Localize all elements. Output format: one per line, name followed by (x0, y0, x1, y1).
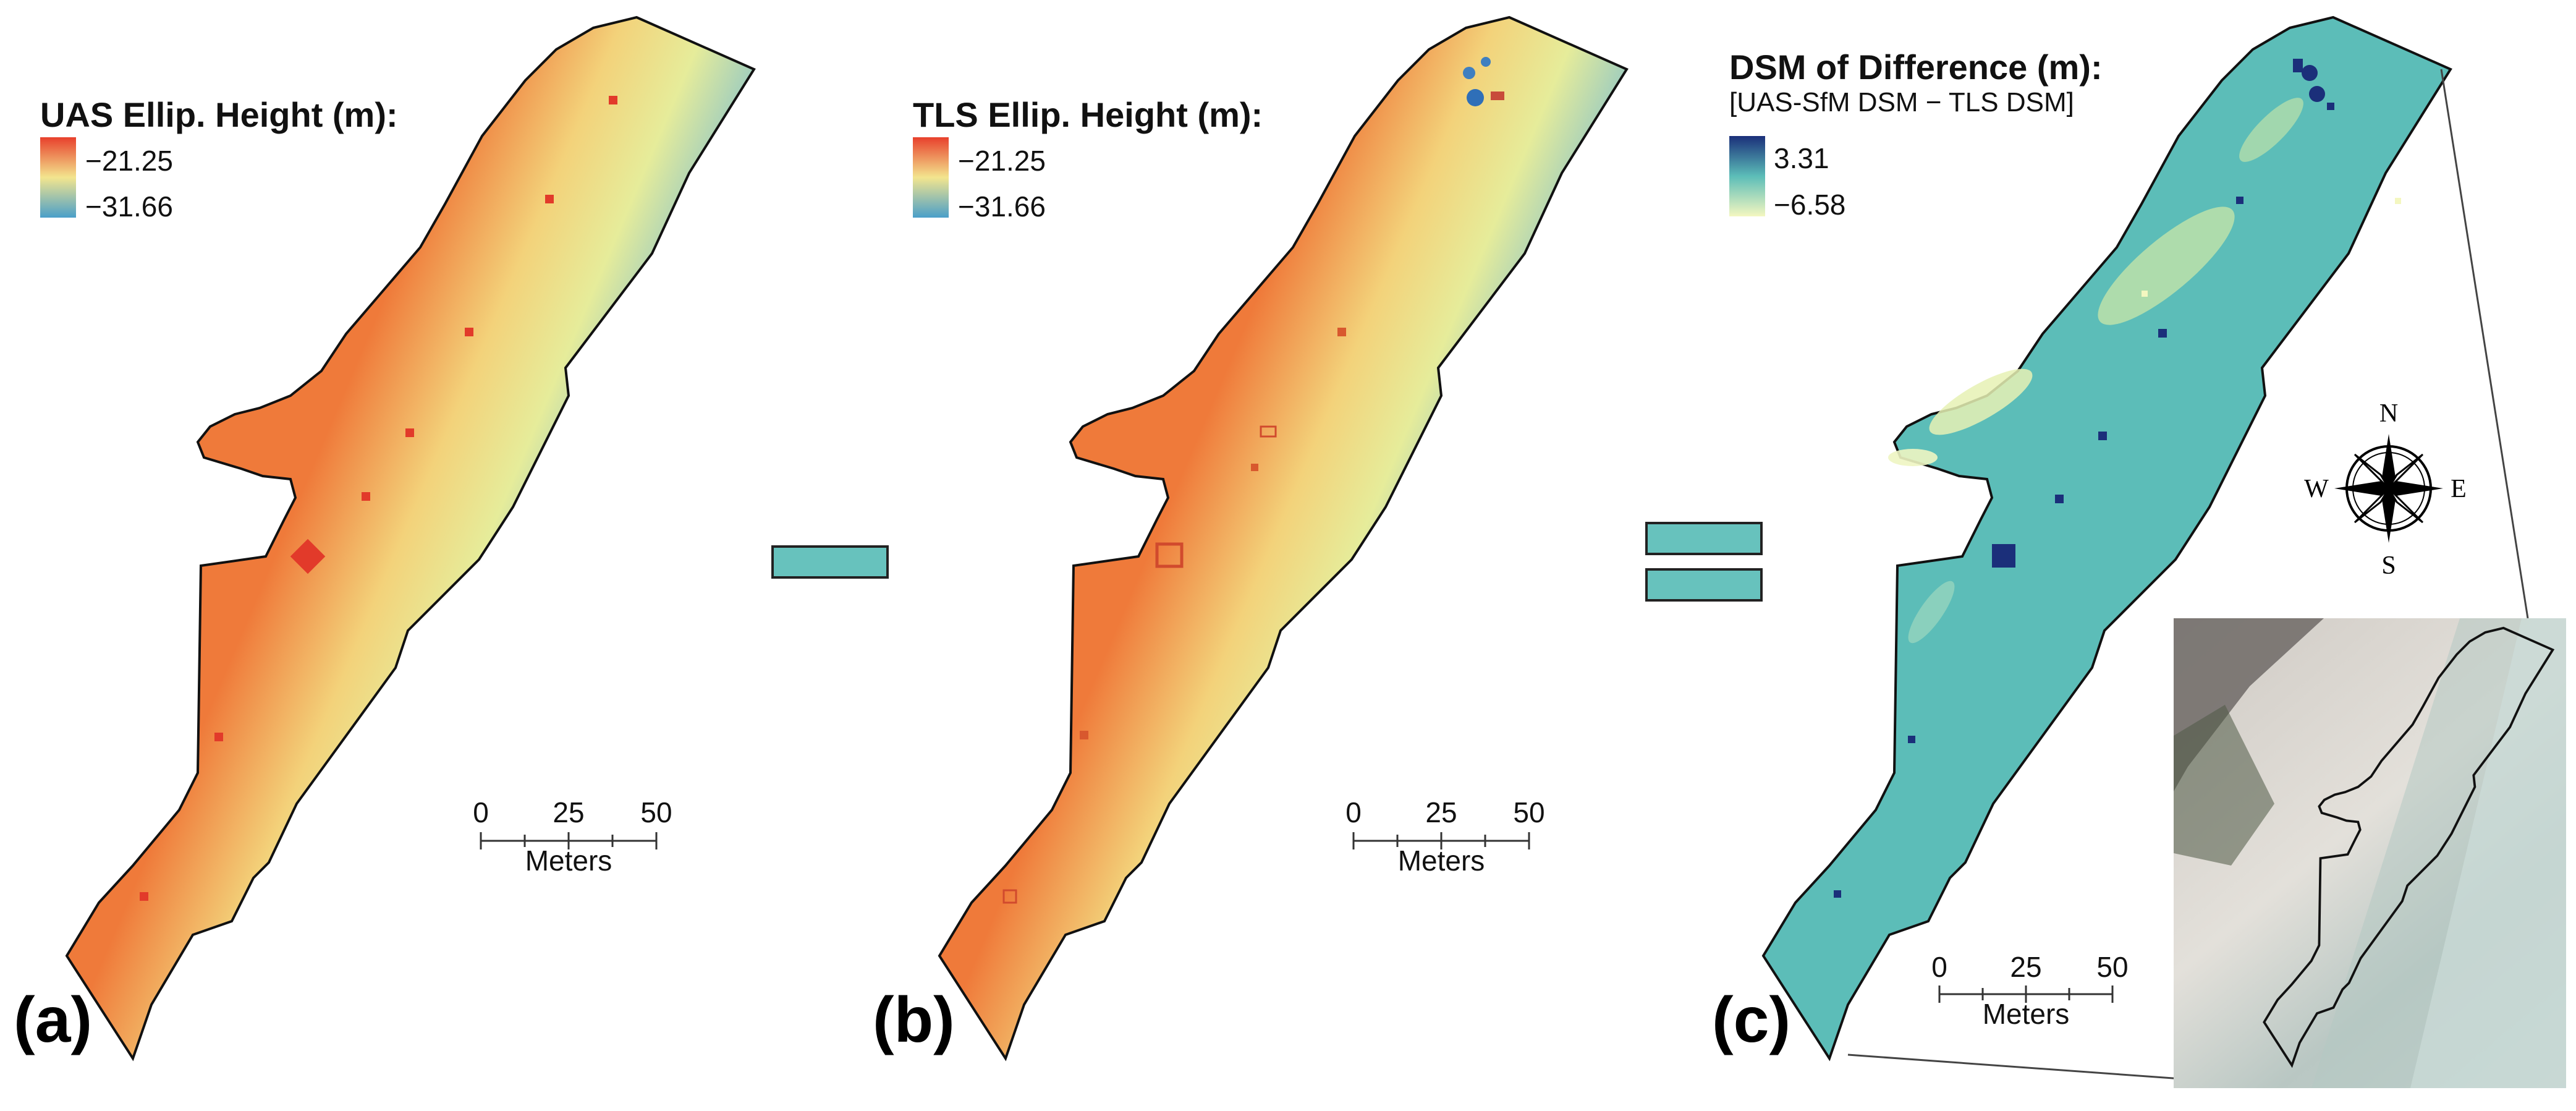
scale-tick-50-c: 50 (2096, 951, 2128, 983)
compass-west: W (2304, 475, 2329, 503)
scale-tick-50-b: 50 (1513, 796, 1544, 828)
panel-a: UAS Ellip. Height (m): −21.25 −31.66 0 2… (14, 16, 755, 1060)
legend-colorbar-c (1729, 136, 1765, 216)
panel-label-c: (c) (1712, 984, 1790, 1056)
difference-map-c (1762, 16, 2452, 1060)
scale-tick-25-b: 25 (1425, 796, 1457, 828)
scale-tick-0-b: 0 (1345, 796, 1362, 828)
legend-min-b: −31.66 (958, 190, 1046, 223)
legend-colorbar-b (913, 137, 949, 218)
legend-title-a: UAS Ellip. Height (m): (40, 95, 398, 134)
legend-title-c: DSM of Difference (m): (1729, 48, 2103, 87)
panel-c: DSM of Difference (m): [UAS-SfM DSM − TL… (1712, 16, 2566, 1088)
scale-tick-0-a: 0 (473, 796, 489, 828)
compass-east: E (2451, 475, 2467, 503)
panel-label-b: (b) (873, 984, 955, 1056)
scale-unit-c: Meters (1983, 998, 2070, 1030)
scale-unit-a: Meters (525, 845, 612, 877)
legend-colorbar-a (40, 137, 76, 218)
scan-artifacts-b (1002, 57, 1504, 904)
legend-subtitle-c: [UAS-SfM DSM − TLS DSM] (1729, 87, 2074, 117)
legend-a: UAS Ellip. Height (m): −21.25 −31.66 (40, 95, 398, 223)
scale-bar-c: 0 25 50 Meters (1931, 951, 2128, 1030)
legend-min-c: −6.58 (1774, 189, 1845, 221)
legend-max-c: 3.31 (1774, 142, 1829, 174)
minus-sign (771, 545, 889, 579)
difference-highlights-c (1888, 98, 2303, 644)
legend-max-a: −21.25 (85, 145, 173, 177)
equals-sign (1645, 522, 1763, 602)
legend-min-a: −31.66 (85, 190, 173, 223)
scale-bar-b: 0 25 50 Meters (1345, 796, 1544, 877)
scale-tick-25-a: 25 (553, 796, 584, 828)
compass-south: S (2381, 551, 2396, 580)
elevation-map-a (66, 16, 755, 1060)
scale-tick-50-a: 50 (640, 796, 672, 828)
compass-rose-icon: N S E W (2304, 399, 2467, 580)
legend-b: TLS Ellip. Height (m): −21.25 −31.66 (913, 95, 1263, 223)
panel-label-a: (a) (14, 984, 92, 1056)
compass-north: N (2379, 399, 2398, 428)
scale-bar-a: 0 25 50 Meters (473, 796, 672, 877)
inset-orthophoto (1847, 69, 2566, 1088)
scale-unit-b: Meters (1398, 845, 1485, 877)
scale-tick-0-c: 0 (1931, 951, 1947, 983)
legend-max-b: −21.25 (958, 145, 1046, 177)
scale-tick-25-c: 25 (2010, 951, 2041, 983)
difference-targets-c (1834, 59, 2401, 898)
elevation-map-b (938, 16, 1628, 1060)
panel-b: TLS Ellip. Height (m): −21.25 −31.66 0 2… (873, 16, 1628, 1060)
legend-c: DSM of Difference (m): [UAS-SfM DSM − TL… (1729, 48, 2103, 221)
legend-title-b: TLS Ellip. Height (m): (913, 95, 1263, 134)
